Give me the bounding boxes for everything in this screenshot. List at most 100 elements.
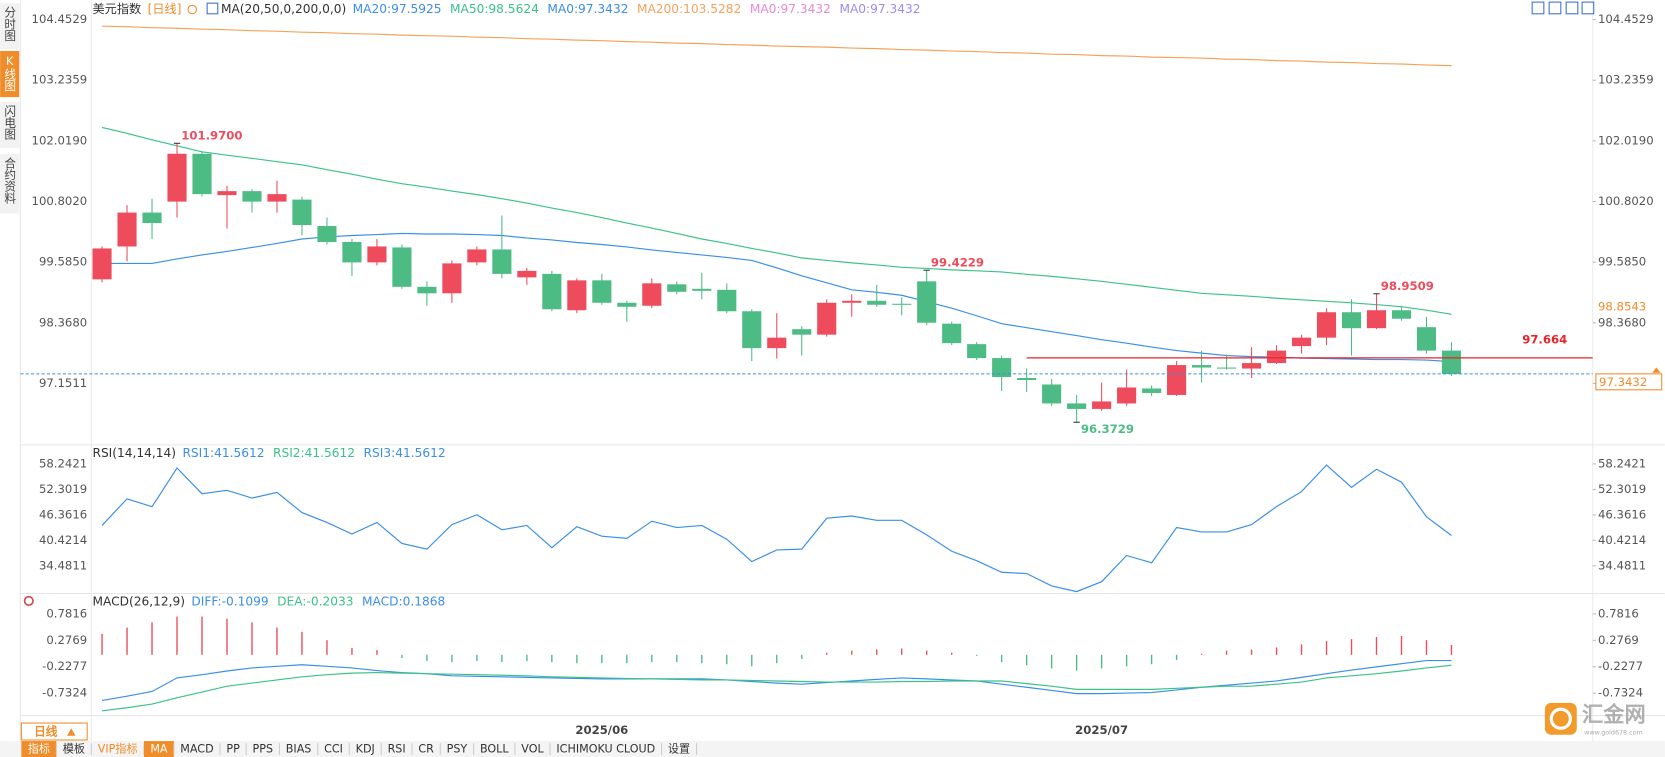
macd-line — [101, 664, 1452, 712]
icon-button[interactable] — [1581, 1, 1595, 15]
y2-tick-label: -0.7324 — [1598, 686, 1643, 700]
candle-body — [1217, 367, 1237, 369]
candle-body — [1142, 388, 1162, 393]
y-tick-label: 103.2359 — [32, 73, 88, 87]
sidebar-tab[interactable]: 闪电图 — [3, 104, 17, 140]
toolbar-tab[interactable]: BIAS — [286, 743, 312, 756]
macd-line — [101, 660, 1452, 701]
candle-body — [492, 249, 512, 274]
candle-body — [892, 303, 912, 305]
candle-body — [442, 263, 462, 294]
candle-body — [817, 302, 837, 335]
candle-body — [917, 281, 937, 323]
candle-body — [242, 191, 262, 202]
y-tick-label: 97.1511 — [39, 376, 87, 390]
toolbar-tab[interactable]: RSI — [388, 743, 406, 756]
toolbar-tab[interactable]: 设置 — [668, 743, 690, 756]
icon-button[interactable] — [1531, 1, 1545, 15]
toolbar-tab[interactable]: PP — [226, 743, 240, 756]
y-tick-label: 58.2421 — [39, 456, 87, 470]
candle-body — [167, 153, 187, 202]
toolbar-tab[interactable]: BOLL — [480, 743, 509, 756]
y-tick-label: 40.4214 — [39, 533, 87, 547]
panel-title: MACD(26,12,9) — [92, 594, 185, 608]
candle-body — [1042, 384, 1062, 404]
legend-entry: MA0:97.3432 — [547, 2, 628, 16]
toolbar-tab[interactable]: PSY — [447, 743, 468, 756]
candle-body — [1416, 327, 1437, 351]
legend-entry: DIFF:-0.1099 — [191, 594, 268, 608]
sidebar-tab[interactable]: 分时图 — [3, 6, 17, 42]
candle-body — [192, 153, 212, 195]
last-price-arrow — [1652, 367, 1661, 373]
candle-body — [867, 300, 887, 305]
toolbar-tab[interactable]: 模板 — [63, 742, 85, 756]
x-tick-label: 2025/06 — [575, 723, 628, 737]
y2-tick-label: 0.2769 — [1598, 633, 1639, 647]
toolbar-tab-bg[interactable] — [21, 741, 57, 757]
toolbar-tab[interactable]: MACD — [180, 743, 213, 756]
last-price-label: 97.3432 — [1599, 375, 1647, 389]
toolbar-tab[interactable]: CCI — [324, 743, 343, 756]
candle-body — [267, 194, 287, 202]
candle-body — [117, 212, 137, 247]
candle-body — [1117, 387, 1137, 404]
toolbar-tab[interactable]: MA — [150, 743, 168, 756]
ma-line — [101, 126, 1452, 315]
candle-body — [592, 280, 612, 303]
sidebar-tab[interactable]: 合约资料 — [3, 156, 17, 204]
right-marker-label: 98.8543 — [1598, 300, 1646, 314]
candle-body — [417, 286, 437, 294]
candle-body — [967, 344, 987, 359]
y2-tick-label: 99.5850 — [1598, 255, 1646, 269]
sidebar-tab[interactable]: K线图 — [3, 54, 17, 92]
candle-body — [1441, 350, 1462, 375]
toolbar-tab[interactable]: VOL — [521, 743, 544, 756]
legend-entry: MACD:0.1868 — [362, 594, 445, 608]
legend-entry: MA50:98.5624 — [450, 2, 539, 16]
toolbar-tab[interactable]: 指标 — [28, 742, 50, 756]
toolbar-tab[interactable]: VIP指标 — [98, 742, 138, 756]
icon-button[interactable] — [1565, 1, 1579, 15]
sidebar-tab-bg[interactable] — [0, 50, 20, 98]
candle-body — [1242, 363, 1262, 369]
horizontal-line-label: 97.664 — [1522, 332, 1567, 346]
logo-mark — [1549, 707, 1572, 730]
y-tick-label: 100.8020 — [32, 194, 88, 208]
y-tick-label: 102.0190 — [32, 133, 88, 147]
candle-body — [692, 288, 712, 291]
candle-body — [392, 247, 412, 287]
indicator-label: MA(20,50,0,200,0,0) — [221, 2, 346, 16]
legend-entry: MA0:97.3432 — [750, 2, 831, 16]
legend-entry: MA20:97.5925 — [353, 2, 442, 16]
indicator-icon[interactable] — [206, 2, 219, 15]
y2-tick-label: 34.4811 — [1598, 558, 1646, 572]
period[interactable]: 日线 — [34, 725, 58, 739]
candle-body — [642, 283, 662, 306]
sidebar-tab-bg[interactable] — [0, 153, 20, 214]
toolbar-tab[interactable]: KDJ — [356, 743, 375, 756]
high-label: 98.9509 — [1381, 279, 1434, 293]
high-label: 101.9700 — [181, 128, 242, 142]
candle-body — [1291, 337, 1312, 347]
add-icon[interactable] — [187, 4, 198, 15]
sidebar-tab-bg[interactable] — [0, 101, 20, 149]
toolbar-tab[interactable]: PPS — [253, 743, 273, 756]
chart-title: 美元指数 — [92, 1, 141, 16]
candle-body — [517, 270, 537, 278]
panel-title: RSI(14,14,14) — [92, 446, 176, 460]
toolbar-icons[interactable] — [1531, 1, 1595, 15]
candle-body — [542, 273, 562, 310]
toolbar-tab-bg[interactable] — [143, 741, 174, 757]
candle-body — [1192, 365, 1212, 368]
toolbar-tab[interactable]: ICHIMOKU CLOUD — [556, 743, 655, 756]
candle-body — [742, 311, 762, 349]
sidebar-tab-bg[interactable] — [0, 3, 20, 50]
candle-body — [1167, 365, 1187, 395]
settings-icon[interactable] — [23, 595, 34, 606]
icon-button[interactable] — [1548, 1, 1562, 15]
y-tick-label: -0.7324 — [42, 686, 87, 700]
toolbar-tab[interactable]: CR — [418, 743, 434, 756]
